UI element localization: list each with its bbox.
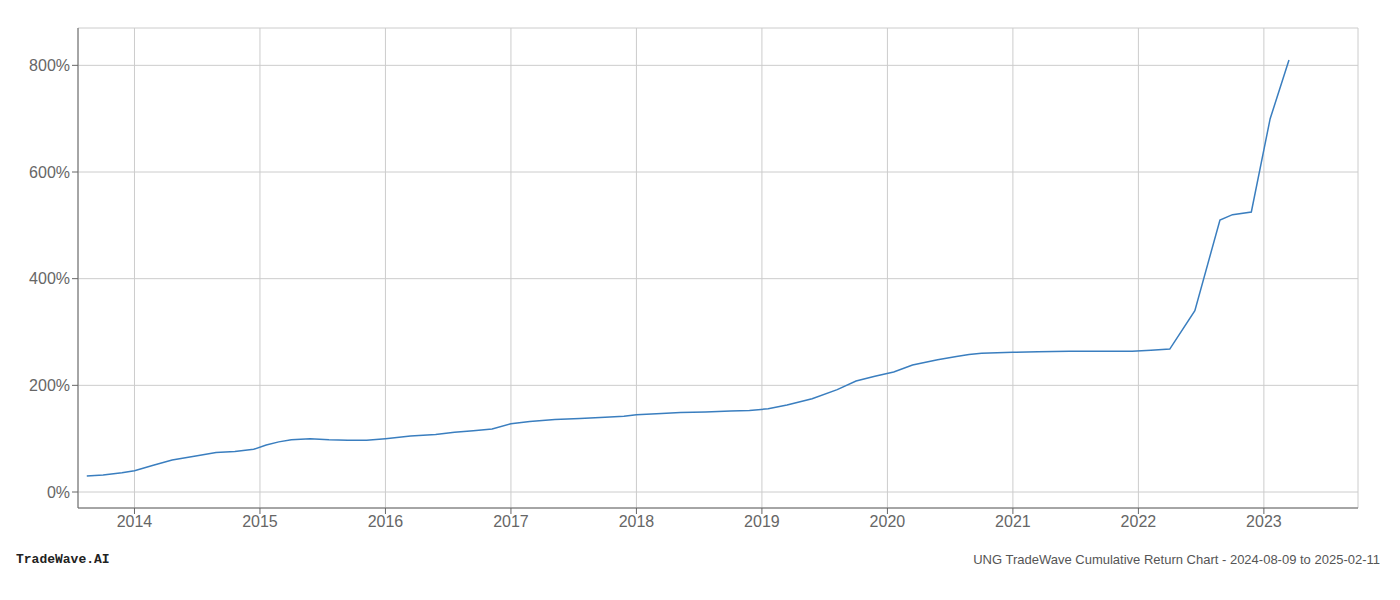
svg-text:2014: 2014 bbox=[117, 513, 153, 530]
svg-text:2022: 2022 bbox=[1121, 513, 1157, 530]
svg-text:800%: 800% bbox=[29, 57, 70, 74]
svg-text:2020: 2020 bbox=[870, 513, 906, 530]
html-text:UNG TradeWave Cumulative Retur: UNG TradeWave Cumulative Return Chart - … bbox=[973, 552, 1380, 567]
svg-text:600%: 600% bbox=[29, 164, 70, 181]
svg-text:2017: 2017 bbox=[493, 513, 529, 530]
svg-text:2016: 2016 bbox=[368, 513, 404, 530]
svg-text:400%: 400% bbox=[29, 270, 70, 287]
svg-text:2021: 2021 bbox=[995, 513, 1031, 530]
svg-text:2015: 2015 bbox=[242, 513, 278, 530]
svg-text:2023: 2023 bbox=[1246, 513, 1282, 530]
svg-text:200%: 200% bbox=[29, 377, 70, 394]
svg-text:2019: 2019 bbox=[744, 513, 780, 530]
svg-text:2018: 2018 bbox=[619, 513, 655, 530]
svg-text:0%: 0% bbox=[47, 484, 70, 501]
html-text:TradeWave.AI: TradeWave.AI bbox=[16, 552, 110, 567]
